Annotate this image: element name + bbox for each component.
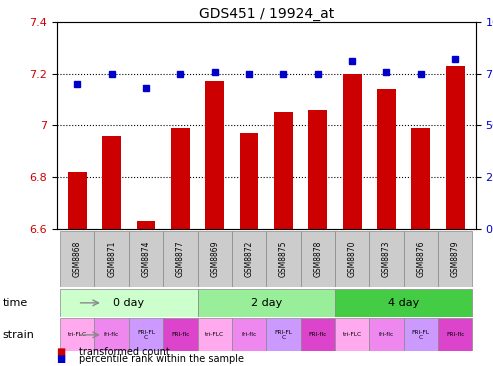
Bar	[240, 133, 258, 229]
Text: GSM8874: GSM8874	[141, 241, 150, 277]
Text: 2 day: 2 day	[250, 298, 282, 308]
Bar	[335, 231, 369, 287]
Bar	[232, 231, 266, 287]
Bar	[60, 231, 95, 287]
Text: FRI-FL
C: FRI-FL C	[275, 330, 292, 340]
Bar	[198, 318, 232, 351]
Text: fri-flc: fri-flc	[104, 332, 119, 337]
Text: GSM8869: GSM8869	[210, 241, 219, 277]
Text: tri-FLC: tri-FLC	[68, 332, 87, 337]
Bar	[266, 231, 301, 287]
Bar	[369, 231, 404, 287]
Bar	[446, 66, 464, 229]
Bar	[335, 318, 369, 351]
Bar	[68, 172, 87, 229]
Bar	[198, 289, 335, 317]
Bar	[60, 289, 198, 317]
Text: strain: strain	[2, 330, 35, 340]
Bar	[438, 231, 472, 287]
Text: FRI-flc: FRI-flc	[446, 332, 464, 337]
Text: transformed count: transformed count	[79, 347, 170, 357]
Bar	[163, 318, 198, 351]
Text: fri-flc: fri-flc	[242, 332, 257, 337]
Text: GSM8878: GSM8878	[313, 241, 322, 277]
Bar	[205, 81, 224, 229]
Bar	[377, 89, 396, 229]
Text: GSM8872: GSM8872	[245, 241, 253, 277]
Bar	[163, 231, 198, 287]
Bar	[102, 136, 121, 229]
Text: FRI-flc: FRI-flc	[171, 332, 189, 337]
Bar	[95, 231, 129, 287]
Bar	[129, 231, 163, 287]
Bar	[129, 318, 163, 351]
Text: FRI-FL
C: FRI-FL C	[412, 330, 430, 340]
Bar	[171, 128, 190, 229]
Bar	[411, 128, 430, 229]
Text: GSM8877: GSM8877	[176, 241, 185, 277]
Text: FRI-flc: FRI-flc	[309, 332, 327, 337]
Text: FRI-FL
C: FRI-FL C	[137, 330, 155, 340]
Text: GSM8879: GSM8879	[451, 241, 459, 277]
Bar	[60, 318, 95, 351]
Text: GSM8876: GSM8876	[416, 241, 425, 277]
Text: GSM8871: GSM8871	[107, 241, 116, 277]
Bar	[369, 318, 404, 351]
Bar	[232, 318, 266, 351]
Text: fri-flc: fri-flc	[379, 332, 394, 337]
Bar	[404, 318, 438, 351]
Bar	[438, 318, 472, 351]
Bar	[137, 221, 155, 229]
Bar	[301, 231, 335, 287]
Text: ■: ■	[57, 354, 69, 364]
Bar	[308, 110, 327, 229]
Text: 0 day: 0 day	[113, 298, 144, 308]
Text: GSM8870: GSM8870	[348, 241, 356, 277]
Bar	[274, 112, 293, 229]
Text: time: time	[2, 298, 28, 308]
Title: GDS451 / 19924_at: GDS451 / 19924_at	[199, 7, 334, 21]
Bar	[266, 318, 301, 351]
Bar	[404, 231, 438, 287]
Bar	[95, 318, 129, 351]
Text: ■: ■	[57, 347, 69, 357]
Text: GSM8875: GSM8875	[279, 241, 288, 277]
Text: tri-FLC: tri-FLC	[343, 332, 362, 337]
Text: GSM8868: GSM8868	[73, 241, 82, 277]
Bar	[343, 74, 361, 229]
Text: percentile rank within the sample: percentile rank within the sample	[79, 354, 244, 364]
Bar	[198, 231, 232, 287]
Bar	[335, 289, 472, 317]
Text: 4 day: 4 day	[388, 298, 419, 308]
Bar	[301, 318, 335, 351]
Text: tri-FLC: tri-FLC	[205, 332, 224, 337]
Text: GSM8873: GSM8873	[382, 241, 391, 277]
